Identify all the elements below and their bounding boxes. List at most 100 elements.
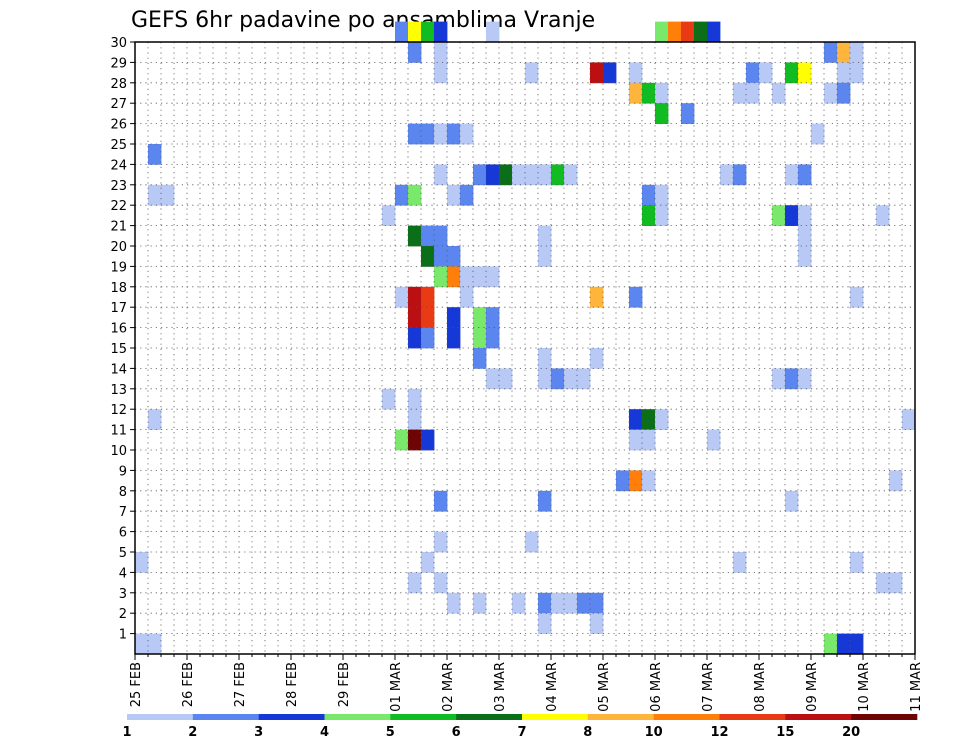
y-tick-label: 28 bbox=[110, 77, 127, 92]
heatmap-cell bbox=[824, 633, 838, 655]
heatmap-cell bbox=[434, 123, 448, 145]
colorbar-swatch bbox=[258, 714, 325, 720]
heatmap-cell bbox=[629, 82, 643, 104]
heatmap-cell bbox=[538, 592, 552, 614]
heatmap-cell bbox=[434, 266, 448, 288]
heatmap-cell bbox=[772, 82, 786, 104]
heatmap-cell bbox=[590, 348, 604, 369]
y-tick-label: 4 bbox=[119, 566, 127, 581]
x-tick-label: 28 FEB bbox=[285, 662, 300, 707]
heatmap-cell bbox=[798, 368, 812, 390]
heatmap-cell bbox=[720, 164, 734, 186]
heatmap-cell bbox=[499, 164, 513, 186]
heatmap-cell bbox=[486, 21, 500, 43]
heatmap-cell bbox=[421, 429, 435, 451]
heatmap-cell bbox=[629, 409, 643, 430]
colorbar-swatch bbox=[390, 714, 457, 720]
heatmap-cell bbox=[148, 409, 162, 430]
y-tick-label: 6 bbox=[119, 526, 127, 541]
heatmap-cell bbox=[538, 164, 552, 186]
heatmap-cell bbox=[655, 184, 669, 206]
heatmap-cell bbox=[421, 21, 435, 43]
heatmap-cell bbox=[564, 368, 578, 390]
y-tick-label: 7 bbox=[119, 505, 127, 520]
heatmap-cell bbox=[694, 21, 708, 43]
heatmap-cell bbox=[551, 592, 565, 614]
colorbar-swatch bbox=[522, 714, 589, 720]
heatmap-cell bbox=[629, 470, 643, 492]
heatmap-cell bbox=[447, 184, 461, 206]
y-tick-label: 30 bbox=[110, 36, 127, 51]
x-tick-label: 01 MAR bbox=[389, 662, 404, 712]
colorbar-swatch bbox=[719, 714, 786, 720]
heatmap-cell bbox=[421, 123, 435, 145]
gridlines bbox=[135, 42, 915, 654]
heatmap-cell bbox=[785, 205, 799, 226]
heatmap-cell bbox=[538, 348, 552, 369]
heatmap-cell bbox=[876, 205, 890, 226]
heatmap-cell bbox=[460, 184, 474, 206]
y-tick-label: 22 bbox=[110, 199, 127, 214]
y-tick-label: 19 bbox=[110, 260, 127, 275]
y-tick-label: 10 bbox=[110, 444, 127, 459]
heatmap-cell bbox=[876, 572, 890, 594]
colorbar-label: 4 bbox=[320, 725, 329, 740]
heatmap-cell bbox=[408, 388, 422, 410]
colorbar-label: 8 bbox=[583, 725, 592, 740]
heatmap-cell bbox=[460, 286, 474, 308]
heatmap-cell bbox=[850, 62, 864, 84]
heatmap-cell bbox=[629, 62, 643, 84]
x-tick-label: 07 MAR bbox=[701, 662, 716, 712]
heatmap-cell bbox=[408, 327, 422, 349]
x-tick-label: 08 MAR bbox=[753, 662, 768, 712]
heatmap-cell bbox=[772, 368, 786, 390]
heatmap-cell bbox=[473, 327, 487, 349]
heatmap-cell bbox=[525, 62, 539, 84]
heatmap-cell bbox=[850, 633, 864, 655]
heatmap-cell bbox=[408, 123, 422, 145]
heatmap-cell bbox=[148, 184, 162, 206]
y-tick-label: 18 bbox=[110, 281, 127, 296]
heatmap-cell bbox=[733, 552, 747, 573]
heatmap-cell bbox=[837, 633, 851, 655]
heatmap-cell bbox=[811, 123, 825, 145]
heatmap-cell bbox=[642, 184, 656, 206]
heatmap-cell bbox=[798, 205, 812, 226]
colorbar-label: 12 bbox=[710, 725, 728, 740]
heatmap-cell bbox=[655, 205, 669, 226]
y-tick-label: 12 bbox=[110, 403, 127, 418]
colorbar-label: 2 bbox=[188, 725, 197, 740]
heatmap-cell bbox=[408, 572, 422, 594]
heatmap-cell bbox=[551, 164, 565, 186]
heatmap-cell bbox=[603, 62, 617, 84]
heatmap-cell bbox=[148, 144, 162, 165]
heatmap-cell bbox=[512, 164, 526, 186]
y-tick-label: 25 bbox=[110, 138, 127, 153]
y-tick-label: 1 bbox=[119, 628, 127, 643]
y-tick-label: 17 bbox=[110, 301, 127, 316]
x-tick-label: 05 MAR bbox=[597, 662, 612, 712]
y-tick-label: 13 bbox=[110, 383, 127, 398]
colorbar-swatch bbox=[785, 714, 852, 720]
x-tick-label: 06 MAR bbox=[649, 662, 664, 712]
heatmap-cell bbox=[668, 21, 682, 43]
heatmap-cell bbox=[421, 246, 435, 267]
heatmap-cell bbox=[486, 368, 500, 390]
heatmap-cell bbox=[135, 552, 149, 573]
heatmap-cell bbox=[538, 613, 552, 634]
colorbar-label: 6 bbox=[452, 725, 461, 740]
heatmap-cell bbox=[564, 164, 578, 186]
heatmap-cell bbox=[590, 62, 604, 84]
y-tick-label: 2 bbox=[119, 607, 127, 622]
heatmap-cell bbox=[733, 164, 747, 186]
colorbar-swatch bbox=[456, 714, 523, 720]
heatmap-cell bbox=[421, 307, 435, 328]
heatmap-cell bbox=[408, 21, 422, 43]
heatmap-cell bbox=[538, 225, 552, 247]
x-tick-label: 11 MAR bbox=[909, 662, 924, 712]
heatmap-cell bbox=[460, 123, 474, 145]
heatmap-cell bbox=[421, 225, 435, 247]
heatmap-cell bbox=[434, 531, 448, 553]
heatmap-cell bbox=[902, 409, 916, 430]
